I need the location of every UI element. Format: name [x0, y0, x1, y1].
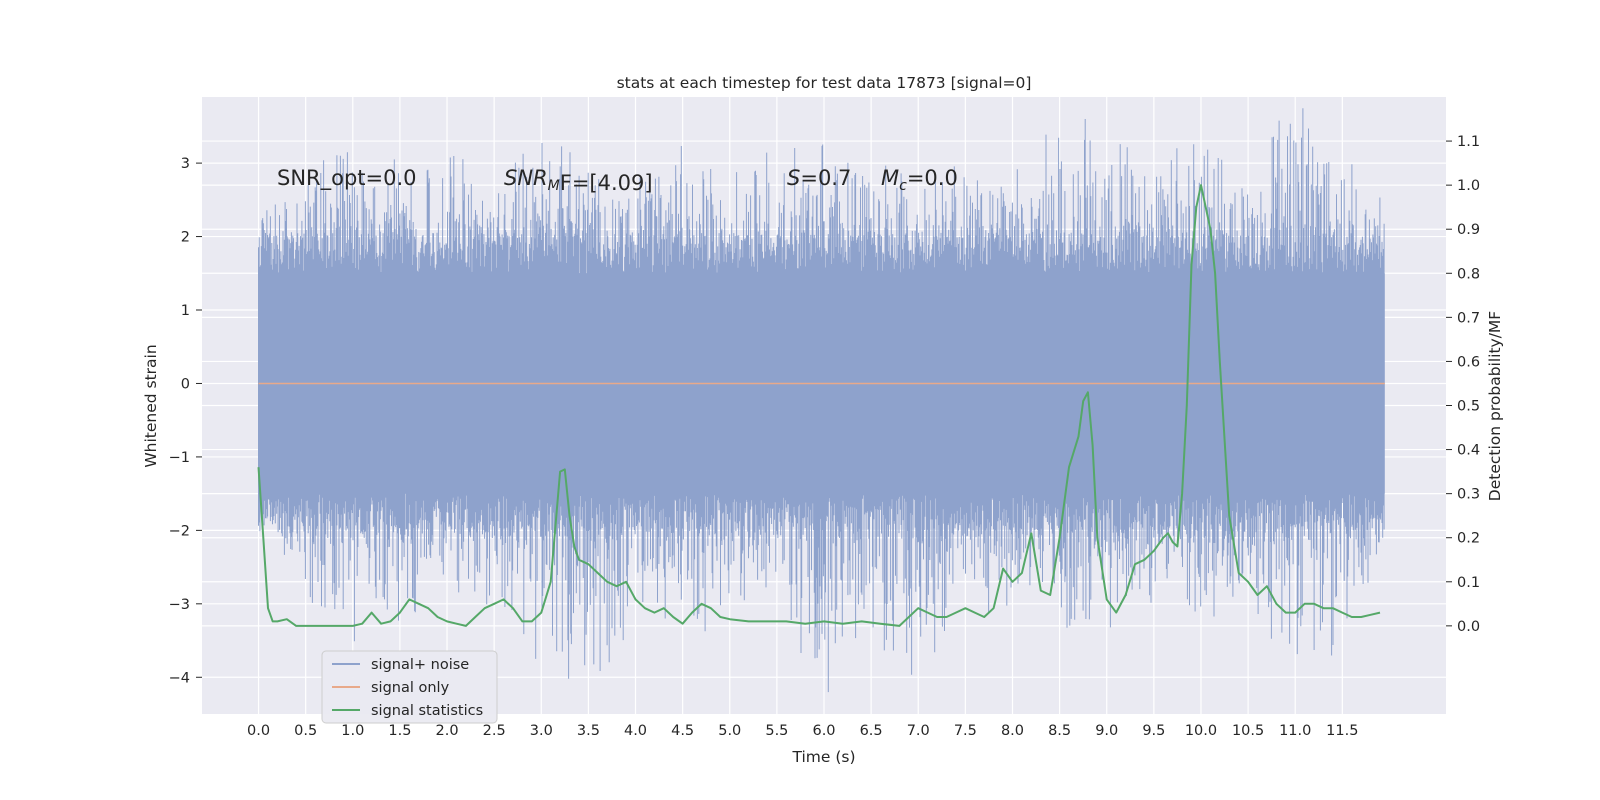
y-axis-ticks: −4 −3 −2 −1 0 1 2 3	[169, 156, 202, 686]
y-tick-label-4: 0	[181, 376, 190, 392]
chart-title: stats at each timestep for test data 178…	[617, 74, 1032, 92]
y2-tick-label-9: 0.9	[1457, 222, 1480, 238]
x-tick-label-3: 1.5	[388, 723, 411, 739]
annotation-mc-main: M	[881, 166, 899, 190]
y2-tick-label-1: 0.1	[1457, 575, 1480, 591]
y2-tick-label-7: 0.7	[1457, 310, 1480, 326]
y-tick-label-6: 2	[181, 230, 190, 246]
y-tick-label-1: −3	[169, 597, 190, 613]
noise-spikes	[258, 108, 1385, 693]
x-tick-label-17: 8.5	[1048, 723, 1071, 739]
annotation-mc: Mc=0.0	[881, 166, 958, 194]
x-axis-ticks: 0.0 0.5 1.0 1.5 2.0 2.5 3.0 3.5 4.0 4.5 5.0 5.5 6.0 6…	[247, 723, 1358, 739]
y-axis-title: Whitened strain	[142, 344, 160, 467]
x-tick-label-21: 10.5	[1232, 723, 1264, 739]
annotation-snr-mf: SNRMF=[4.09]	[504, 166, 653, 195]
annotation-s-rest: =0.7	[800, 166, 851, 190]
y2-tick-label-4: 0.4	[1457, 443, 1480, 459]
x-tick-label-14: 7.0	[907, 723, 930, 739]
x-tick-label-18: 9.0	[1095, 723, 1118, 739]
legend-label-signal-noise: signal+ noise	[371, 657, 469, 673]
y2-axis-title: Detection probability/MF	[1486, 311, 1504, 502]
x-tick-label-7: 3.5	[577, 723, 600, 739]
annotation-s-main: S	[787, 166, 800, 190]
x-tick-label-0: 0.0	[247, 723, 270, 739]
annotation-snr-mf-sub: M	[548, 178, 560, 194]
y-tick-label-5: 1	[181, 303, 190, 319]
y2-axis-ticks: 0.0 0.1 0.2 0.3 0.4 0.5 0.6 0.7 0.8 0.9 1.0 1.1	[1446, 134, 1480, 635]
legend-label-signal-only: signal only	[371, 680, 450, 696]
annotation-snr-mf-main: SNR	[504, 166, 548, 190]
x-tick-label-9: 4.5	[671, 723, 694, 739]
x-tick-label-15: 7.5	[954, 723, 977, 739]
y2-tick-label-6: 0.6	[1457, 354, 1480, 370]
legend: signal+ noise signal only signal statist…	[321, 650, 498, 724]
y2-tick-label-2: 0.2	[1457, 531, 1480, 547]
x-tick-label-12: 6.0	[812, 723, 835, 739]
x-tick-label-10: 5.0	[718, 723, 741, 739]
y2-tick-label-10: 1.0	[1457, 178, 1480, 194]
y2-tick-label-0: 0.0	[1457, 619, 1480, 635]
annotation-mc-sub: c	[899, 178, 907, 194]
x-tick-label-6: 3.0	[530, 723, 553, 739]
x-tick-label-4: 2.0	[435, 723, 458, 739]
x-tick-label-8: 4.0	[624, 723, 647, 739]
legend-box	[321, 650, 498, 724]
annotation-snr-mf-rest: F=[4.09]	[560, 171, 653, 195]
y-tick-label-2: −2	[169, 523, 190, 539]
annotation-s: S=0.7	[787, 166, 851, 190]
x-tick-label-20: 10.0	[1185, 723, 1217, 739]
annotation-snr-opt: SNR_opt=0.0	[277, 166, 417, 191]
y-tick-label-0: −4	[169, 670, 190, 686]
y-tick-label-3: −1	[169, 450, 190, 466]
signal-statistics-trace	[257, 184, 1381, 627]
signal-statistics-line	[257, 184, 1381, 627]
x-tick-label-2: 1.0	[341, 723, 364, 739]
x-tick-label-16: 8.0	[1001, 723, 1024, 739]
x-tick-label-13: 6.5	[860, 723, 883, 739]
legend-label-signal-statistics: signal statistics	[371, 703, 483, 719]
y2-tick-label-8: 0.8	[1457, 266, 1480, 282]
y-tick-label-7: 3	[181, 156, 190, 172]
x-tick-label-11: 5.5	[765, 723, 788, 739]
y2-tick-label-11: 1.1	[1457, 134, 1480, 150]
x-tick-label-23: 11.5	[1326, 723, 1358, 739]
x-tick-label-5: 2.5	[483, 723, 506, 739]
annotation-mc-rest: =0.0	[907, 166, 958, 190]
y2-tick-label-5: 0.5	[1457, 399, 1480, 415]
x-tick-label-19: 9.5	[1142, 723, 1165, 739]
y2-tick-label-3: 0.3	[1457, 487, 1480, 503]
x-tick-label-22: 11.0	[1279, 723, 1311, 739]
x-axis-title: Time (s)	[791, 748, 855, 766]
x-tick-label-1: 0.5	[294, 723, 317, 739]
